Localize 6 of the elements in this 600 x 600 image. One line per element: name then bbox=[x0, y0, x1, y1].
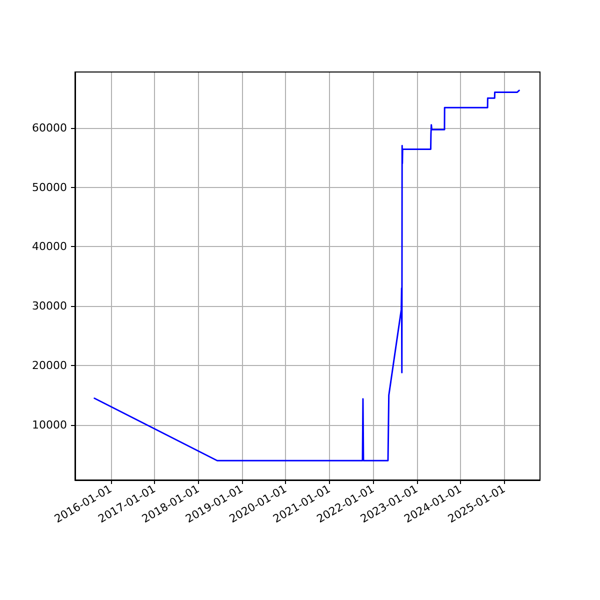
y-tick-label: 10000 bbox=[32, 418, 67, 432]
y-tick-label: 20000 bbox=[32, 359, 67, 372]
y-tick-label: 60000 bbox=[32, 121, 67, 134]
y-tick-label: 30000 bbox=[32, 300, 67, 313]
y-tick-label: 50000 bbox=[32, 180, 67, 194]
y-tick-label: 40000 bbox=[32, 240, 67, 254]
